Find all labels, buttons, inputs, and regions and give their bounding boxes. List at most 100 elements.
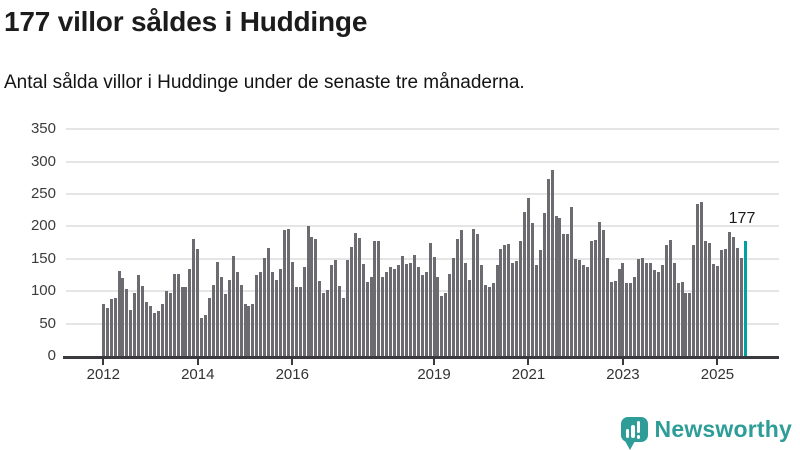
bar: [727, 231, 731, 356]
highlighted-bar: [743, 241, 747, 356]
x-tick: [527, 358, 530, 365]
bar: [318, 280, 322, 356]
bar: [589, 240, 593, 356]
bar: [570, 207, 574, 356]
bar: [164, 291, 168, 356]
bar: [113, 298, 117, 356]
bar: [282, 229, 286, 356]
bar: [672, 263, 676, 356]
bar: [271, 271, 275, 356]
bar: [558, 218, 562, 356]
bar: [267, 247, 271, 356]
bar: [184, 287, 188, 356]
bar: [460, 230, 464, 356]
bar: [361, 264, 365, 356]
bar: [660, 264, 664, 356]
bar: [731, 237, 735, 356]
bar: [641, 258, 645, 356]
bar: [617, 268, 621, 356]
logo-exclamation-dot: [636, 435, 641, 439]
bar: [511, 262, 515, 356]
x-tick-label: 2025: [700, 366, 735, 383]
bar: [519, 240, 523, 356]
bar: [389, 266, 393, 356]
bar: [475, 234, 479, 356]
bar: [491, 283, 495, 356]
newsworthy-logo: Newsworthy: [620, 416, 792, 450]
bar: [649, 262, 653, 356]
bar: [381, 276, 385, 356]
bar: [397, 265, 401, 356]
page-subtitle: Antal sålda villor i Huddinge under de s…: [4, 72, 525, 93]
bar: [538, 249, 542, 356]
bar: [645, 263, 649, 356]
bar: [436, 276, 440, 356]
bar: [712, 264, 716, 356]
gridline: [66, 257, 779, 260]
bar: [133, 292, 137, 356]
logo-bar-tall: [631, 425, 635, 438]
bar: [235, 271, 239, 356]
bar: [432, 256, 436, 356]
bar: [401, 256, 404, 356]
bar: [105, 308, 109, 356]
bar: [715, 265, 719, 356]
bar: [479, 264, 483, 356]
bar: [633, 276, 637, 356]
bar: [735, 248, 739, 356]
x-tick: [102, 358, 105, 365]
x-tick-label: 2019: [417, 366, 451, 383]
y-axis-label: 100: [30, 282, 56, 300]
bar: [625, 282, 629, 356]
x-axis-line: [63, 356, 779, 359]
bar: [448, 274, 452, 356]
bar: [444, 293, 448, 356]
bar: [101, 303, 105, 356]
bar: [227, 280, 231, 356]
bar: [137, 275, 141, 356]
bar: [322, 293, 326, 356]
bar: [290, 262, 294, 356]
bar: [334, 260, 338, 356]
bar: [176, 273, 180, 356]
bar: [298, 286, 302, 356]
bar: [341, 297, 345, 356]
bar: [688, 293, 692, 356]
y-axis-label: 150: [30, 249, 56, 267]
bar: [428, 242, 432, 356]
bar: [546, 178, 550, 356]
y-axis-label: 300: [30, 152, 56, 170]
x-tick: [621, 358, 624, 365]
bar: [215, 262, 219, 356]
bar: [739, 258, 743, 356]
bar: [255, 275, 259, 356]
bar: [247, 306, 251, 356]
bar: [562, 234, 566, 356]
bar: [259, 271, 263, 356]
bar: [668, 240, 672, 356]
bar: [601, 229, 605, 356]
bar: [125, 289, 129, 356]
y-axis-label: 350: [30, 120, 56, 138]
bar: [286, 229, 290, 356]
x-tick-label: 2014: [181, 366, 215, 383]
bar: [456, 239, 460, 356]
bar: [566, 233, 570, 356]
bar: [349, 246, 353, 356]
y-axis-label: 0: [47, 347, 56, 364]
bar: [263, 258, 267, 356]
bar: [676, 282, 680, 356]
y-axis-label: 200: [30, 217, 56, 235]
bar: [708, 242, 712, 356]
bar: [664, 245, 668, 356]
bar: [160, 304, 164, 356]
bar: [212, 284, 216, 356]
x-tick: [433, 358, 435, 365]
bar: [243, 303, 247, 356]
bar: [574, 258, 578, 356]
bar: [464, 263, 467, 356]
bar: [180, 286, 184, 356]
bar: [440, 295, 444, 356]
newsworthy-wordmark: Newsworthy: [654, 416, 792, 442]
